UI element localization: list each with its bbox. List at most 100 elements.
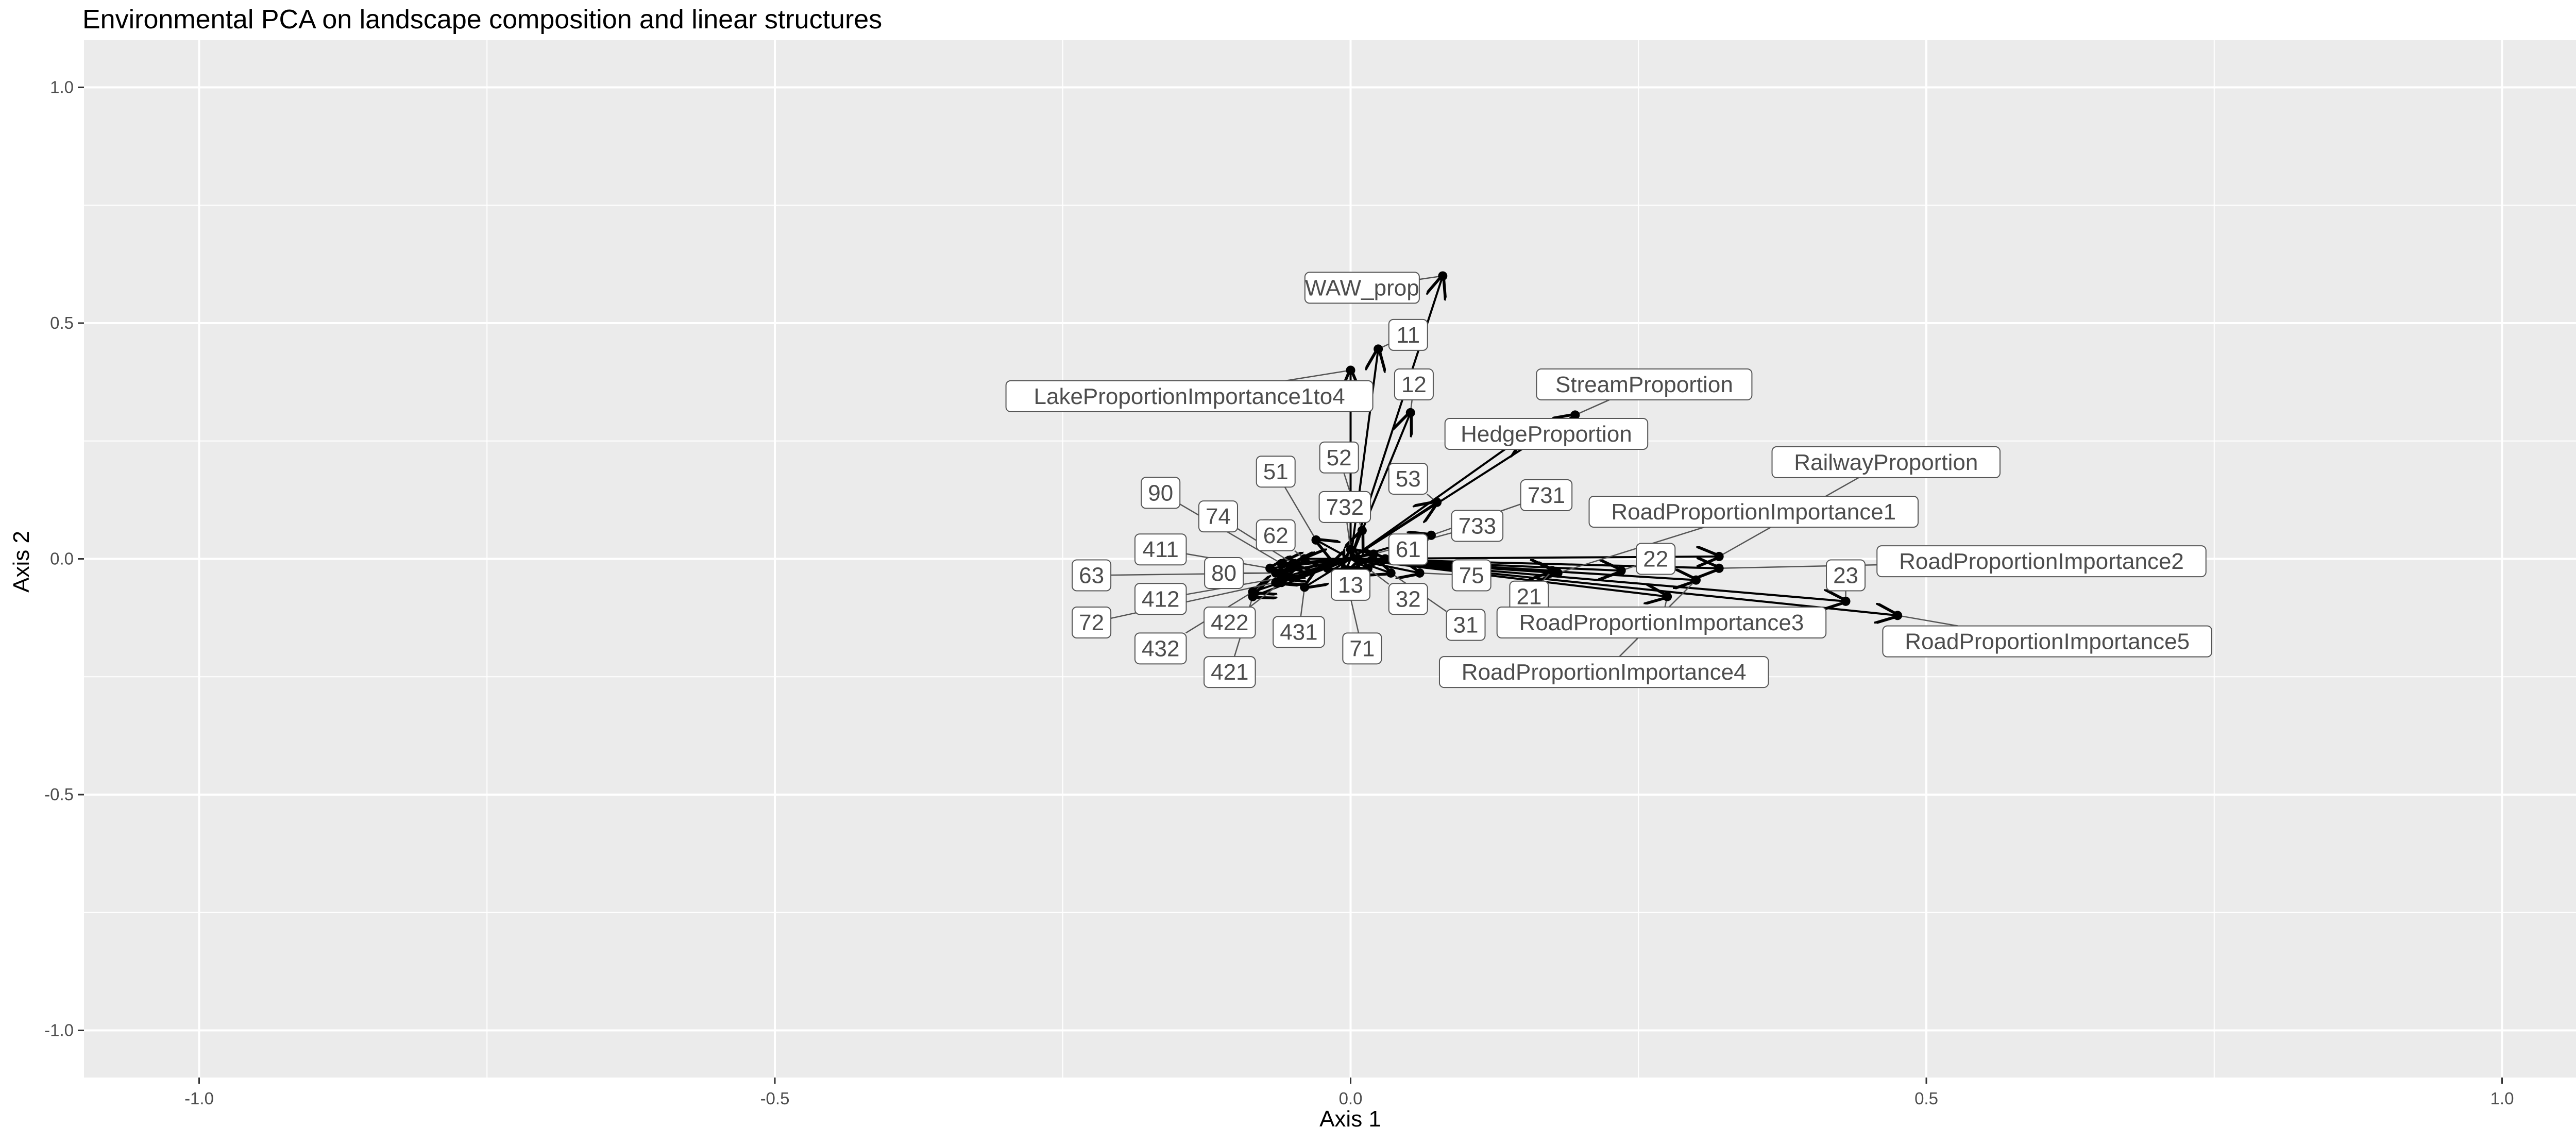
point-label-text: 733 [1459,513,1496,539]
point-label-box [1005,380,1374,412]
point-label: 22 [1636,543,1676,575]
point-label: 90 [1141,477,1181,509]
point-label-text: 12 [1401,372,1427,397]
point-label-box [1072,559,1112,592]
point-label: 62 [1256,519,1296,551]
point-label: 52 [1319,441,1359,474]
point-label: HedgeProportion [1444,418,1649,450]
data-point [1288,559,1298,568]
chart-title: Environmental PCA on landscape compositi… [82,5,883,35]
data-point [1300,554,1310,564]
y-tick-label: 0.5 [50,313,74,332]
point-label-box [1204,557,1244,589]
point-label: RoadProportionImportance4 [1438,656,1769,688]
point-label: 31 [1446,609,1486,641]
data-point [1663,592,1672,601]
point-label-box [1304,272,1420,304]
point-label-text: 31 [1453,613,1479,638]
x-tick-label: 0.0 [1339,1089,1363,1108]
label-connector [1419,572,1452,576]
point-label-box [1446,609,1486,641]
point-label-text: 731 [1528,483,1565,508]
point-label-text: 421 [1211,660,1248,685]
data-point [1357,526,1367,535]
loading-arrow [1350,436,1523,560]
y-tick-label: -1.0 [44,1021,74,1040]
point-label-text: RoadProportionImportance4 [1462,660,1747,685]
point-label: 422 [1204,607,1256,639]
point-label: 11 [1388,318,1428,351]
point-label-text: 422 [1211,610,1248,635]
point-label-text: 53 [1396,466,1421,492]
point-label-text: 63 [1079,563,1104,588]
data-point [1380,554,1390,564]
data-point [1415,568,1425,578]
x-axis-title: Axis 1 [1319,1106,1381,1132]
point-label: 731 [1520,479,1573,511]
point-label-box [1256,456,1296,488]
point-label-box [1388,533,1428,566]
data-point [1405,408,1415,417]
data-point [1374,344,1383,354]
point-label: 733 [1451,510,1504,542]
point-label-box [1496,607,1827,639]
point-label: 411 [1134,533,1187,566]
point-label-text: StreamProportion [1555,372,1733,397]
loading-arrow [1253,558,1351,597]
point-label: 432 [1134,632,1187,665]
data-point [1691,575,1701,585]
point-label-text: 75 [1459,563,1484,588]
point-label-text: 432 [1142,636,1179,661]
data-point [1369,549,1379,559]
point-label-box [1331,568,1370,601]
point-label: 75 [1451,559,1492,592]
point-label-text: 21 [1516,584,1541,610]
point-label-text: 22 [1643,547,1668,572]
point-label: 32 [1388,583,1428,615]
point-layer [1248,271,1903,620]
point-label: 23 [1826,559,1866,592]
point-label-text: 62 [1263,523,1289,548]
point-label: 21 [1509,580,1549,613]
point-label-box [1204,656,1256,688]
x-tick-label: -0.5 [760,1089,790,1108]
label-connector [1557,526,1705,574]
point-label-text: LakeProportionImportance1to4 [1034,384,1345,409]
point-label-box [1876,545,2207,578]
point-label: RailwayProportion [1771,446,2001,478]
point-label-text: 411 [1143,537,1179,562]
point-label-box [1826,559,1866,592]
point-label-box [1636,543,1676,575]
point-label-box [1134,632,1187,665]
label-layer: WAW_prop 11 LakeProportionImportance1to4 12… [1005,272,2212,688]
axis-layer: -1.0 -0.5 0.0 0.5 1.0 -1.0 -0.5 0.0 0.5 1.0 [44,78,2514,1108]
data-point [1277,559,1286,568]
y-tick-label: -0.5 [44,785,74,804]
label-connector [1285,369,1351,382]
data-point [1426,530,1436,540]
point-label-text: 74 [1206,504,1231,529]
point-label: 412 [1134,583,1187,615]
y-tick-label: 0.0 [50,549,74,568]
point-label: 63 [1072,559,1112,592]
data-point [1386,568,1396,578]
point-label-text: 23 [1833,563,1858,588]
point-label-text: 80 [1211,561,1236,586]
point-label-box [1134,533,1187,566]
point-label: 53 [1388,462,1428,495]
point-label-text: WAW_prop [1305,275,1419,300]
data-point [1570,410,1580,420]
point-label-box [1204,607,1256,639]
point-label-text: 412 [1142,586,1179,612]
point-label-text: HedgeProportion [1461,422,1632,447]
point-label-box [1451,510,1504,542]
point-label: LakeProportionImportance1to4 [1005,380,1374,412]
data-point [1714,551,1724,561]
point-label-box [1388,318,1428,351]
point-label-text: RoadProportionImportance3 [1519,610,1804,635]
label-connector [1574,399,1610,416]
point-label: 71 [1342,632,1382,665]
label-connector [1300,587,1306,617]
point-label: RoadProportionImportance1 [1588,496,1919,528]
